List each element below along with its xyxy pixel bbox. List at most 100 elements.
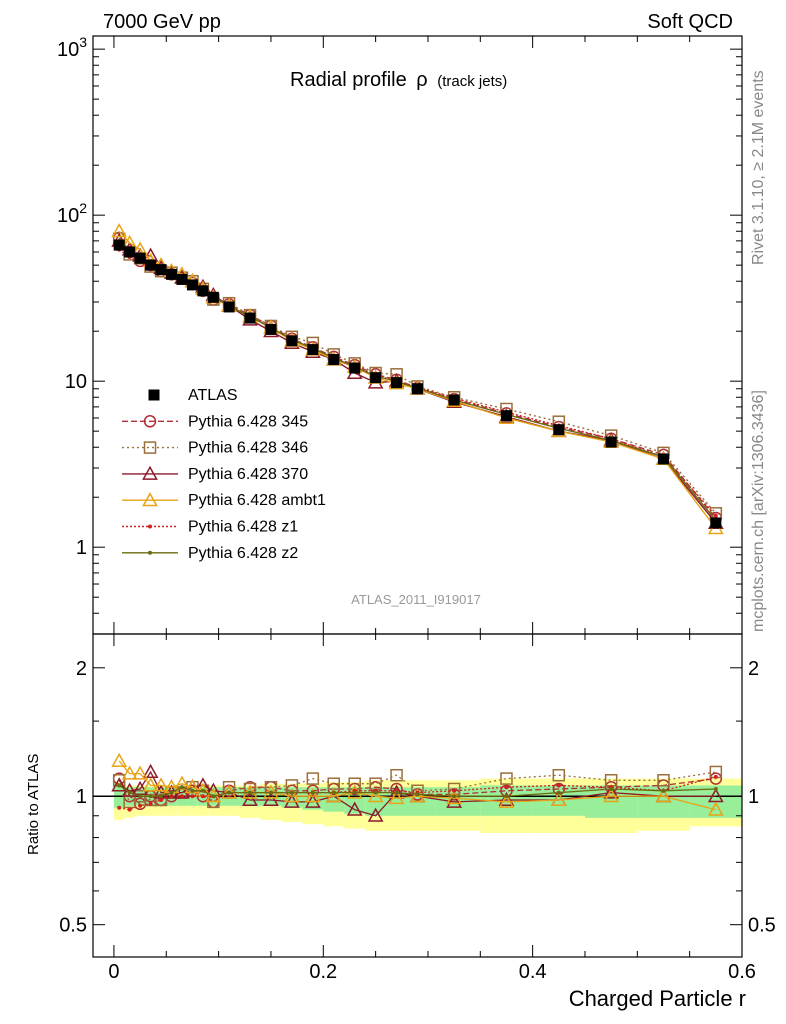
ratio-point [142, 763, 159, 778]
data-point [176, 273, 188, 285]
y-tick-label: 10 [65, 371, 87, 393]
mcplots-label: mcplots.cern.ch [arXiv:1306.3436] [750, 390, 767, 632]
data-point [244, 312, 256, 324]
ratio-point [367, 807, 384, 822]
data-point [349, 362, 361, 374]
header-right: Soft QCD [647, 11, 733, 33]
ratio-point [504, 785, 509, 790]
data-point [391, 377, 403, 389]
legend-marker [143, 441, 157, 454]
data-point [448, 394, 460, 406]
ratio-point [325, 788, 342, 803]
ratio-point [500, 772, 513, 785]
ratio-point [556, 783, 561, 788]
data-point [223, 301, 235, 313]
ratio-point [138, 794, 143, 799]
ratio-point [713, 786, 718, 791]
legend-label: Pythia 6.428 ambt1 [188, 492, 326, 509]
ratio-point [263, 791, 279, 807]
ratio-point [200, 794, 205, 799]
ratio-point [661, 788, 666, 793]
main-title-text: Radial profile [290, 69, 407, 91]
ratio-y-tick-label-right: 0.5 [748, 915, 776, 937]
ratio-line [118, 760, 716, 811]
ratio-point [190, 794, 195, 799]
data-point [166, 268, 178, 280]
legend-label: Pythia 6.428 z2 [188, 545, 298, 562]
legend-marker [148, 550, 152, 555]
legend-entry: Pythia 6.428 346 [122, 440, 308, 457]
data-point [500, 410, 512, 422]
ratio-y-label: Ratio to ATLAS [25, 754, 42, 855]
x-tick-label: 0.4 [519, 961, 547, 983]
ratio-point [159, 797, 164, 802]
ratio-point [352, 790, 357, 795]
ratio-point [248, 790, 253, 795]
data-point [412, 383, 423, 395]
ratio-point [556, 790, 561, 795]
data-point [286, 335, 298, 347]
ratio-point [242, 784, 258, 799]
x-tick-label: 0 [108, 961, 119, 983]
ratio-point [284, 788, 300, 803]
ratio-point [132, 765, 148, 780]
legend-label: Pythia 6.428 346 [188, 440, 308, 457]
series-atlas [113, 239, 722, 529]
legend-label: Pythia 6.428 z1 [188, 519, 298, 536]
ratio-point [452, 788, 457, 793]
ratio-point [221, 784, 237, 799]
ratio-point [179, 785, 184, 790]
ratio-point [227, 790, 232, 795]
ratio-point [367, 788, 384, 803]
legend-marker [148, 389, 160, 401]
ratio-point [127, 790, 132, 795]
ratio-point [148, 801, 153, 806]
legend-label: ATLAS [188, 387, 238, 404]
y-tick-label: 102 [57, 200, 87, 227]
main-title-sub: (track jets) [437, 73, 507, 90]
ratio-point [331, 790, 336, 795]
ratio-point [127, 807, 132, 812]
ratio-point [200, 788, 205, 793]
ratio-point [263, 784, 279, 799]
rivet-label: Rivet 3.1.10, ≥ 2.1M events [750, 70, 767, 265]
legend-marker [148, 524, 152, 529]
ratio-frame [92, 633, 743, 958]
ratio-point [552, 768, 566, 782]
ratio-pythia-6-428-ambt1 [111, 752, 724, 816]
y-tick-label-exp: 3 [79, 34, 87, 50]
ratio-point [707, 801, 724, 816]
ratio-point [390, 768, 403, 782]
ratio-point [159, 794, 164, 799]
x-axis-label: Charged Particle r [569, 986, 746, 1011]
ratio-point [179, 794, 184, 799]
data-point [265, 323, 277, 335]
data-point [207, 291, 219, 303]
ratio-point [707, 788, 724, 803]
ratio-point [169, 794, 174, 799]
legend-entry: ATLAS [148, 387, 238, 404]
ratio-point [498, 791, 515, 807]
ratio-point [498, 793, 515, 808]
ratio-point [655, 788, 672, 803]
data-point [111, 223, 128, 238]
main-series [111, 223, 724, 535]
data-point [197, 285, 209, 297]
legend: ATLAS Pythia 6.428 345 Pythia 6.428 346 Pyt… [122, 387, 326, 562]
ratio-point [346, 784, 363, 799]
legend-label: Pythia 6.428 345 [188, 413, 308, 430]
data-point [307, 344, 319, 356]
ratio-point [111, 777, 128, 792]
legend-entry: Pythia 6.428 ambt1 [122, 492, 326, 509]
data-point [113, 239, 125, 251]
ratio-point [446, 789, 463, 805]
ratio-point [117, 783, 122, 788]
data-point [657, 453, 669, 465]
ratio-point [242, 791, 258, 807]
data-point [605, 436, 617, 448]
band-inner [323, 787, 345, 812]
ratio-point [415, 792, 420, 797]
x-tick-label: 0.6 [728, 961, 756, 983]
